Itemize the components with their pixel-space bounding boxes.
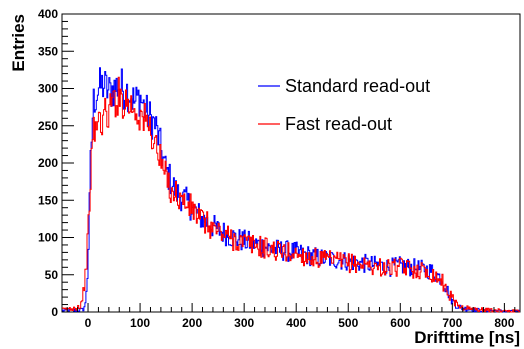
y-tick-label: 100 bbox=[38, 231, 58, 245]
series-line-1 bbox=[62, 76, 520, 313]
x-tick-label: 700 bbox=[442, 316, 462, 330]
y-tick-label: 0 bbox=[51, 305, 58, 319]
legend-label-standard: Standard read-out bbox=[285, 76, 430, 96]
plot-frame bbox=[61, 13, 521, 313]
x-axis-label: Drifttime [ns] bbox=[414, 328, 520, 347]
y-tick-label: 400 bbox=[38, 7, 58, 21]
legend-label-fast: Fast read-out bbox=[285, 114, 392, 134]
x-tick-label: 300 bbox=[234, 316, 254, 330]
x-tick-label: 800 bbox=[494, 316, 514, 330]
tick-layer: 0 100 200 300 400 500 600 700 800 0 50 100 150 200 250… bbox=[38, 7, 516, 330]
y-tick-label: 50 bbox=[45, 268, 59, 282]
y-tick-label: 300 bbox=[38, 82, 58, 96]
series-layer bbox=[62, 67, 520, 313]
x-tick-label: 600 bbox=[390, 316, 410, 330]
x-tick-label: 200 bbox=[182, 316, 202, 330]
legend: Standard read-out Fast read-out bbox=[258, 76, 430, 134]
y-tick-label: 350 bbox=[38, 44, 58, 58]
y-tick-label: 200 bbox=[38, 156, 58, 170]
x-tick-label: 100 bbox=[130, 316, 150, 330]
y-tick-label: 250 bbox=[38, 119, 58, 133]
y-axis-label: Entries bbox=[9, 14, 28, 72]
x-tick-label: 400 bbox=[286, 316, 306, 330]
x-tick-label: 0 bbox=[85, 316, 92, 330]
x-tick-label: 500 bbox=[338, 316, 358, 330]
y-tick-label: 150 bbox=[38, 193, 58, 207]
